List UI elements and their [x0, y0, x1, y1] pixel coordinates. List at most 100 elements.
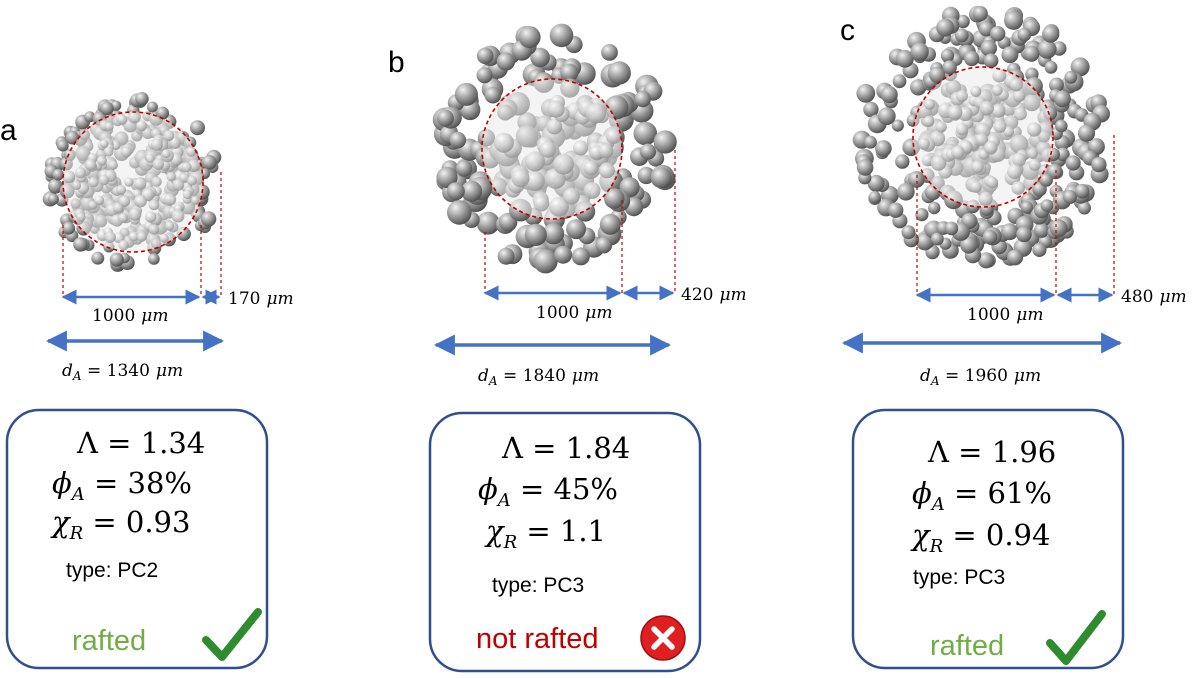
- core-particle: [187, 175, 197, 186]
- particle: [990, 26, 1006, 42]
- particle: [47, 193, 59, 205]
- core-particle: [991, 84, 1003, 96]
- particle: [436, 109, 454, 127]
- particle: [601, 44, 618, 61]
- particle: [942, 60, 957, 75]
- particle: [928, 201, 941, 215]
- particle: [201, 155, 217, 170]
- shell-width-label: 480 μm: [1121, 287, 1187, 307]
- phi-value: ϕA = 61%: [912, 476, 1052, 515]
- core-particle: [923, 115, 935, 127]
- result-label: rafted: [72, 625, 146, 657]
- result-label: not rafted: [476, 623, 599, 655]
- particle: [888, 202, 904, 218]
- particle: [109, 252, 124, 267]
- core-particle: [1011, 181, 1025, 195]
- core-width-label: 1000 μm: [967, 305, 1043, 325]
- particle: [148, 253, 160, 265]
- core-particle: [76, 212, 86, 222]
- particle: [880, 86, 898, 104]
- core-particle: [84, 158, 97, 171]
- core-particle: [99, 139, 109, 149]
- core-particle: [935, 121, 947, 133]
- check-icon: [202, 608, 262, 661]
- particle: [449, 131, 467, 149]
- core-particle: [993, 119, 1007, 133]
- particle: [915, 208, 929, 222]
- core-particle: [917, 137, 930, 150]
- particle: [554, 245, 573, 264]
- core-particle: [983, 140, 998, 155]
- particle: [956, 14, 970, 29]
- diameter-label: dA = 1840 μm: [478, 366, 599, 388]
- particle: [84, 111, 96, 123]
- core-particle: [165, 221, 175, 231]
- particle: [960, 236, 978, 254]
- core-particle: [921, 154, 934, 167]
- diameter-label: dA = 1960 μm: [920, 366, 1041, 388]
- particle: [190, 120, 205, 136]
- core-particle: [72, 180, 82, 190]
- core-particle: [98, 174, 110, 186]
- particle: [484, 86, 502, 104]
- particle: [48, 178, 63, 194]
- particle: [497, 247, 515, 265]
- core-particle: [970, 181, 982, 193]
- core-particle: [547, 100, 565, 118]
- particle: [1040, 199, 1054, 212]
- particle: [1033, 222, 1049, 238]
- core-particle: [118, 240, 129, 251]
- core-particle: [1012, 89, 1026, 103]
- chi-value: χR = 1.1: [484, 514, 606, 553]
- core-particle: [563, 187, 580, 205]
- particle: [1037, 39, 1057, 59]
- particle: [476, 47, 494, 65]
- particle: [1055, 119, 1068, 133]
- particle: [983, 53, 999, 68]
- aggregate-c: [852, 5, 1110, 269]
- particle: [936, 18, 955, 37]
- core-particle: [1026, 122, 1042, 137]
- core-particle: [150, 138, 163, 151]
- core-particle: [955, 123, 969, 136]
- core-particle: [1013, 107, 1027, 121]
- core-particle: [172, 179, 185, 191]
- particle: [891, 119, 904, 132]
- core-particle: [96, 155, 107, 166]
- particle: [856, 83, 876, 103]
- core-particle: [598, 143, 614, 159]
- panel-a: a 1000 μm 170 μm dA = 1340 μm Λ = 1.34 ϕA =…: [0, 92, 294, 670]
- chi-value: χR = 0.94: [910, 518, 1050, 557]
- particle: [454, 82, 478, 106]
- core-particle: [524, 151, 546, 172]
- particle: [908, 171, 925, 188]
- particle: [1049, 219, 1068, 238]
- particle: [653, 130, 677, 154]
- core-particle: [136, 231, 147, 242]
- core-particle: [191, 196, 200, 205]
- parameter-box: [5, 408, 269, 670]
- particle: [1032, 242, 1047, 257]
- particle: [599, 213, 621, 235]
- particle: [1023, 45, 1040, 62]
- panel-b: b 1000 μm 420 μm dA = 1840 μm Λ = 1.84 ϕA =…: [388, 23, 747, 673]
- panel-c: c 1000 μm 480 μm dA = 1960 μm Λ = 1.96 ϕA =…: [840, 5, 1187, 670]
- core-particle: [979, 100, 994, 116]
- core-boundary: [912, 66, 1054, 208]
- particle: [972, 6, 988, 22]
- result-label: rafted: [930, 630, 1004, 662]
- particle: [639, 143, 657, 160]
- particle: [875, 140, 892, 157]
- core-particle: [88, 200, 98, 210]
- core-particle: [163, 193, 177, 206]
- core-particle: [573, 140, 589, 156]
- core-particle: [971, 160, 984, 174]
- particle: [91, 251, 105, 265]
- particle: [604, 188, 625, 209]
- particle: [52, 168, 64, 181]
- particle: [571, 247, 590, 266]
- particle: [549, 23, 574, 48]
- aggregate-b: [432, 23, 677, 274]
- core-particle: [148, 224, 160, 235]
